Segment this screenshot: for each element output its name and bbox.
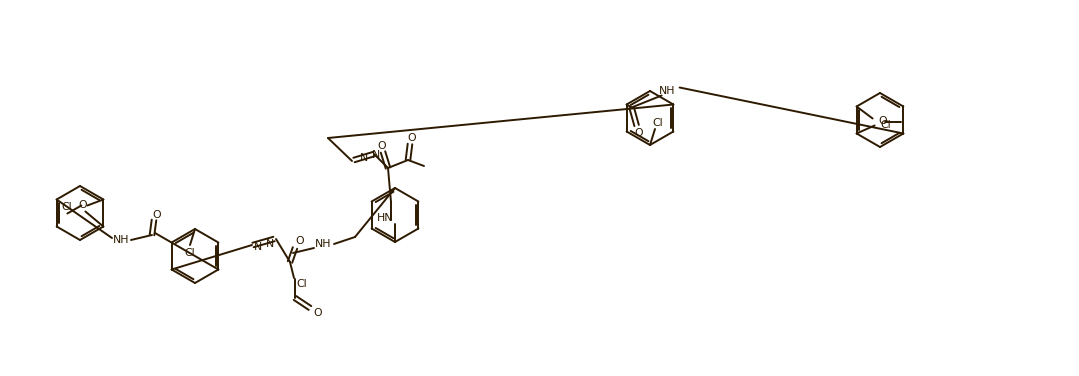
Text: Cl: Cl	[62, 203, 72, 212]
Text: O: O	[79, 200, 87, 211]
Text: NH: NH	[112, 235, 129, 245]
Text: N: N	[254, 242, 262, 252]
Text: O: O	[878, 117, 887, 126]
Text: N: N	[372, 150, 380, 160]
Text: NH: NH	[659, 86, 675, 97]
Text: N: N	[265, 239, 274, 249]
Text: O: O	[378, 141, 386, 151]
Text: Cl: Cl	[185, 248, 195, 258]
Text: O: O	[296, 236, 304, 246]
Text: O: O	[153, 210, 162, 220]
Text: O: O	[408, 133, 416, 143]
Text: N: N	[360, 153, 368, 163]
Text: Cl: Cl	[880, 120, 891, 129]
Text: HN: HN	[377, 213, 393, 223]
Text: Cl: Cl	[653, 118, 664, 128]
Text: NH: NH	[315, 239, 331, 249]
Text: O: O	[634, 127, 643, 138]
Text: O: O	[314, 308, 323, 318]
Text: Cl: Cl	[297, 279, 308, 289]
